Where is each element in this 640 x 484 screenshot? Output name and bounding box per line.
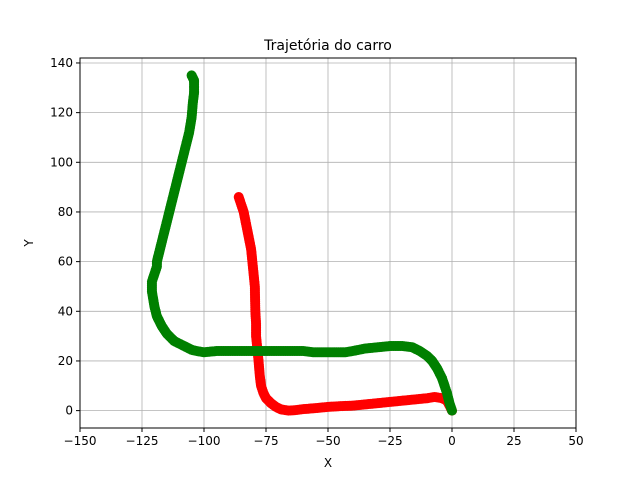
y-tick-label: 20 — [58, 354, 73, 368]
y-tick-label: 140 — [50, 56, 73, 70]
data-point — [233, 192, 244, 203]
x-tick-label: −100 — [188, 434, 221, 448]
y-tick-label: 40 — [58, 304, 73, 318]
y-tick-label: 80 — [58, 205, 73, 219]
x-tick-label: 25 — [506, 434, 521, 448]
chart-title: Trajetória do carro — [263, 38, 392, 54]
x-tick-label: −25 — [377, 434, 402, 448]
y-tick-label: 0 — [65, 404, 73, 418]
y-tick-label: 60 — [58, 255, 73, 269]
y-tick-label: 120 — [50, 106, 73, 120]
x-tick-label: 50 — [568, 434, 583, 448]
x-tick-label: −125 — [126, 434, 159, 448]
x-tick-label: −75 — [253, 434, 278, 448]
y-axis-label: Y — [22, 239, 36, 248]
axis-ticks: −150 −125 −100 −75 −50 −25 0 25 50 0 20 40 60 80 100 12… — [50, 56, 584, 448]
series-2 — [146, 70, 457, 416]
data-points — [146, 70, 457, 416]
data-point — [186, 70, 197, 81]
x-tick-label: 0 — [448, 434, 456, 448]
y-tick-label: 100 — [50, 155, 73, 169]
x-tick-label: −150 — [64, 434, 97, 448]
x-axis-label: X — [324, 456, 332, 470]
x-tick-label: −50 — [315, 434, 340, 448]
